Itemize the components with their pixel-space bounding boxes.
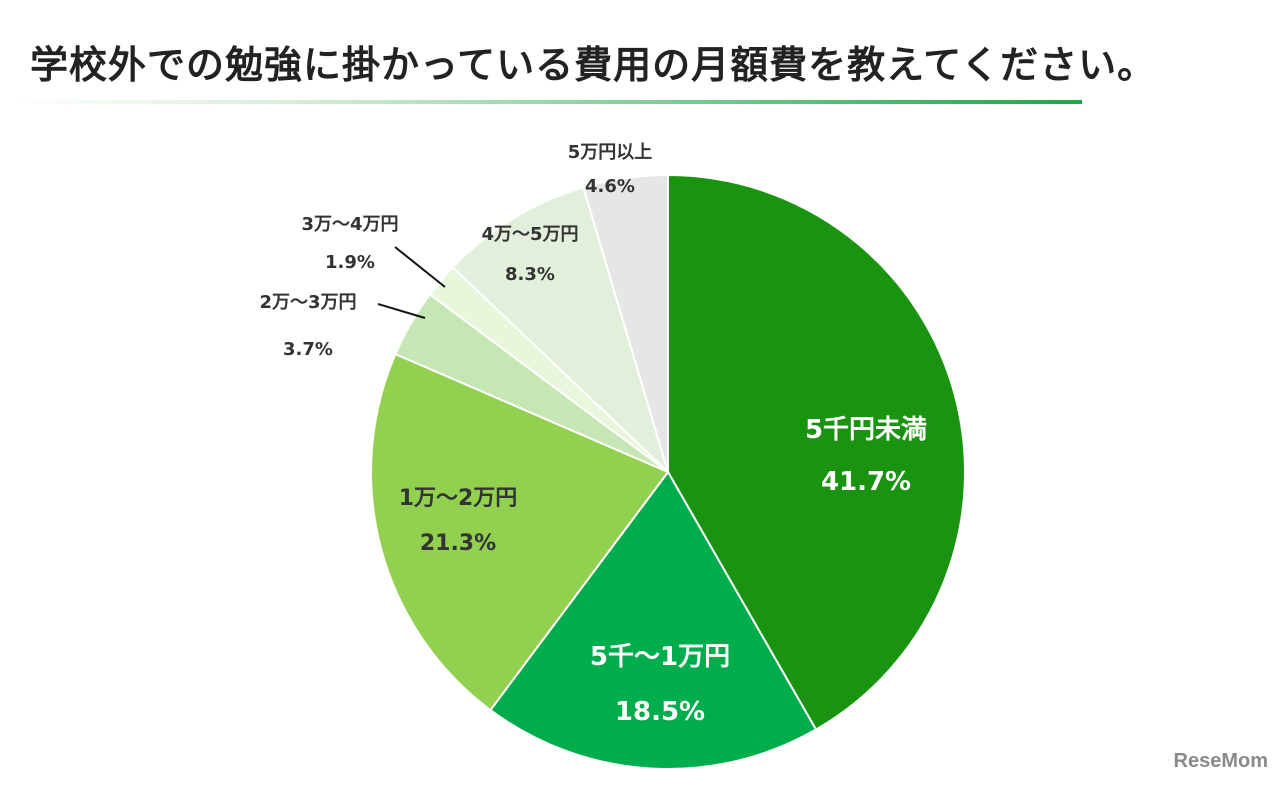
slice-value-5: 8.3% [505, 264, 555, 285]
slice-value-1: 18.5% [615, 697, 705, 727]
leader-line-3 [377, 303, 426, 319]
slice-label-3: 2万～3万円 [259, 292, 356, 313]
slice-label-5: 4万～5万円 [481, 224, 578, 245]
slice-label-0: 5千円未満 [805, 415, 927, 445]
slice-value-2: 21.3% [420, 531, 496, 556]
pie-slice-2 [370, 352, 670, 712]
title-underline [14, 100, 1082, 104]
slice-value-3: 3.7% [283, 339, 333, 360]
pie-slice-0 [667, 173, 966, 731]
chart-title: 学校外での勉強に掛かっている費用の月額費を教えてください。 [30, 43, 1157, 87]
pie-slice-6 [582, 173, 669, 473]
leader-line-4 [394, 246, 446, 288]
slice-value-4: 1.9% [325, 252, 375, 273]
pie-slice-5 [451, 186, 671, 476]
slice-label-6: 5万円以上 [568, 142, 653, 163]
slice-label-4: 3万～4万円 [301, 214, 398, 235]
slice-label-2: 1万～2万円 [399, 486, 518, 511]
slice-value-6: 4.6% [585, 176, 635, 197]
slice-label-1: 5千～1万円 [590, 642, 730, 672]
pie-slice-1 [489, 470, 818, 770]
slice-value-0: 41.7% [821, 467, 911, 497]
resemom-logo: ReseMom [1173, 750, 1268, 772]
